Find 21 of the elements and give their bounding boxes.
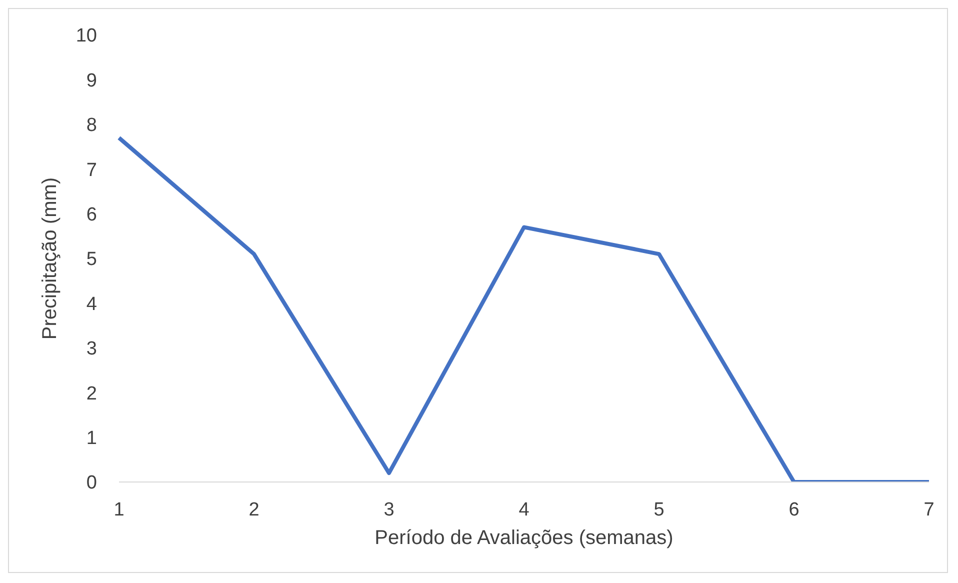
y-tick-label: 2 bbox=[86, 383, 97, 404]
y-tick-label: 0 bbox=[86, 472, 97, 494]
y-tick-label: 3 bbox=[86, 338, 97, 360]
y-tick-label: 6 bbox=[86, 204, 97, 226]
y-tick-label: 5 bbox=[86, 249, 97, 270]
y-tick-label: 7 bbox=[86, 160, 97, 181]
x-tick-label: 6 bbox=[788, 499, 800, 520]
y-tick-label: 9 bbox=[86, 70, 97, 92]
y-axis-title: Precipitação (mm) bbox=[39, 177, 62, 340]
y-tick-label: 4 bbox=[86, 294, 98, 315]
y-tick-label: 10 bbox=[76, 26, 97, 47]
y-tick-label: 8 bbox=[86, 115, 97, 136]
x-tick-label: 4 bbox=[518, 499, 530, 520]
x-tick-label: 1 bbox=[114, 499, 124, 520]
x-tick-label: 2 bbox=[248, 499, 260, 520]
x-axis-title: Período de Avaliações (semanas) bbox=[374, 527, 674, 549]
x-tick-label: 7 bbox=[924, 499, 934, 520]
x-tick-label: 3 bbox=[384, 499, 394, 520]
line-series bbox=[117, 136, 931, 482]
x-tick-label: 5 bbox=[654, 499, 664, 520]
y-tick-label: 1 bbox=[86, 428, 97, 450]
